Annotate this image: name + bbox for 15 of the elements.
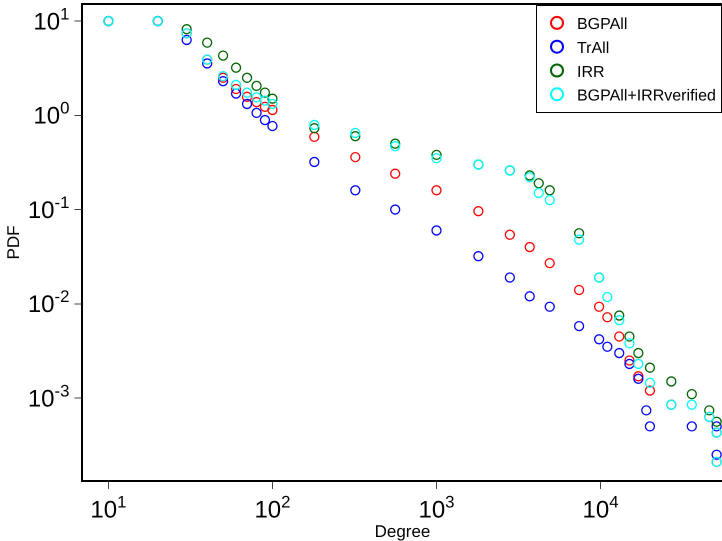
y-tick-label: 10$^{-2}$ [28, 287, 70, 318]
legend-label: BGPAll [577, 16, 628, 34]
y-tick-label: 10$^{0}$ [33, 98, 70, 130]
y-axis-title: PDF [4, 226, 23, 260]
y-tick-label: 10$^{-1}$ [28, 192, 70, 224]
legend-label: BGPAll+IRRverified [577, 88, 716, 105]
y-tick-label: 10$^{1}$ [33, 4, 70, 36]
y-tick-label: 10$^{-3}$ [28, 381, 70, 412]
x-tick-label: 10$^{4}$ [582, 492, 619, 524]
x-axis-title: Degree [374, 522, 430, 541]
x-tick-label: 10$^{2}$ [254, 492, 290, 524]
legend-label: TrAll [577, 40, 610, 57]
x-tick-label: 10$^{3}$ [418, 492, 455, 524]
x-tick-label: 10$^{1}$ [90, 492, 126, 524]
legend-label: IRR [577, 64, 605, 81]
